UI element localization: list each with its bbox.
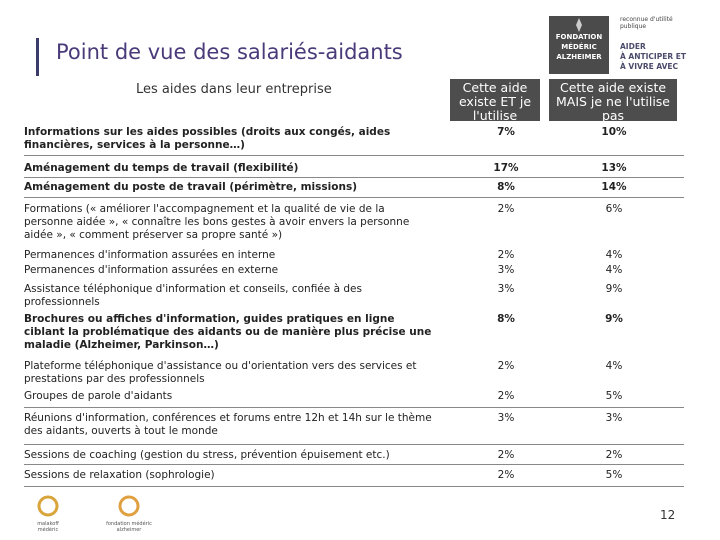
row-value-not-use: 4% [605, 264, 623, 276]
row-value-use: 17% [493, 162, 519, 174]
row-label: Plateforme téléphonique d'assistance ou … [24, 360, 417, 385]
row-value-use: 3% [497, 412, 515, 424]
row-divider [24, 177, 684, 178]
row-label: Aménagement du temps de travail (flexibi… [24, 162, 299, 174]
row-value-use: 8% [497, 313, 515, 325]
title-accent-bar [36, 38, 39, 76]
malakoff-logo-icon [37, 495, 59, 517]
logo-box-text: FONDATION MÉDÉRIC ALZHEIMER [555, 33, 603, 61]
row-label: Groupes de parole d'aidants [24, 390, 173, 402]
row-value-not-use: 4% [605, 249, 623, 261]
row-value-not-use: 4% [605, 360, 623, 372]
row-value-use: 2% [497, 390, 515, 402]
row-value-not-use: 9% [605, 283, 623, 295]
row-value-use: 7% [497, 126, 515, 138]
row-divider [24, 407, 684, 408]
row-value-use: 3% [497, 283, 515, 295]
row-label: Aménagement du poste de travail (périmèt… [24, 181, 357, 193]
row-value-not-use: 9% [605, 313, 623, 325]
fondation-footer-logo-icon [118, 495, 140, 517]
row-value-use: 2% [497, 449, 515, 461]
logo-emblem-icon [576, 18, 582, 32]
row-divider [24, 486, 684, 487]
logo-tagline: AIDER À ANTICIPER ET À VIVRE AVEC [620, 42, 686, 71]
row-value-not-use: 6% [605, 203, 623, 215]
row-label: Permanences d'information assurées en in… [24, 249, 276, 261]
row-value-use: 2% [497, 249, 515, 261]
table-subheader: Les aides dans leur entreprise [136, 82, 332, 97]
row-label: Informations sur les aides possibles (dr… [24, 126, 391, 151]
row-value-use: 2% [497, 469, 515, 481]
row-label: Permanences d'information assurées en ex… [24, 264, 279, 276]
row-value-not-use: 10% [601, 126, 627, 138]
row-divider [24, 197, 684, 198]
row-value-use: 8% [497, 181, 515, 193]
column-header-not-use: Cette aide existe MAIS je ne l'utilise p… [549, 79, 677, 123]
row-value-not-use: 2% [605, 449, 623, 461]
row-value-use: 3% [497, 264, 515, 276]
row-value-use: 2% [497, 203, 515, 215]
row-divider [24, 155, 684, 156]
row-divider [24, 464, 684, 465]
column-header-use: Cette aide existe ET je l'utilise [450, 79, 540, 123]
row-value-not-use: 3% [605, 412, 623, 424]
row-value-use: 2% [497, 360, 515, 372]
row-value-not-use: 5% [605, 469, 623, 481]
fondation-logo: FONDATION MÉDÉRIC ALZHEIMER [549, 16, 609, 74]
page-number: 12 [660, 508, 676, 522]
row-label: Assistance téléphonique d'information et… [24, 283, 362, 308]
row-divider [24, 444, 684, 445]
fondation-footer-logo: fondation médéric alzheimer [104, 495, 154, 533]
row-value-not-use: 14% [601, 181, 627, 193]
row-label: Sessions de coaching (gestion du stress,… [24, 449, 390, 461]
logo-side-text: reconnue d'utilité publique [620, 16, 673, 30]
row-label: Brochures ou affiches d'information, gui… [24, 313, 432, 351]
malakoff-logo: malakoff médéric [28, 495, 68, 533]
row-label: Formations (« améliorer l'accompagnement… [24, 203, 410, 241]
page-title: Point de vue des salariés-aidants [56, 40, 403, 64]
row-label: Sessions de relaxation (sophrologie) [24, 469, 215, 481]
row-value-not-use: 5% [605, 390, 623, 402]
row-label: Réunions d'information, conférences et f… [24, 412, 432, 437]
malakoff-logo-text: malakoff médéric [37, 521, 59, 533]
fondation-footer-logo-text: fondation médéric alzheimer [106, 521, 152, 533]
row-value-not-use: 13% [601, 162, 627, 174]
